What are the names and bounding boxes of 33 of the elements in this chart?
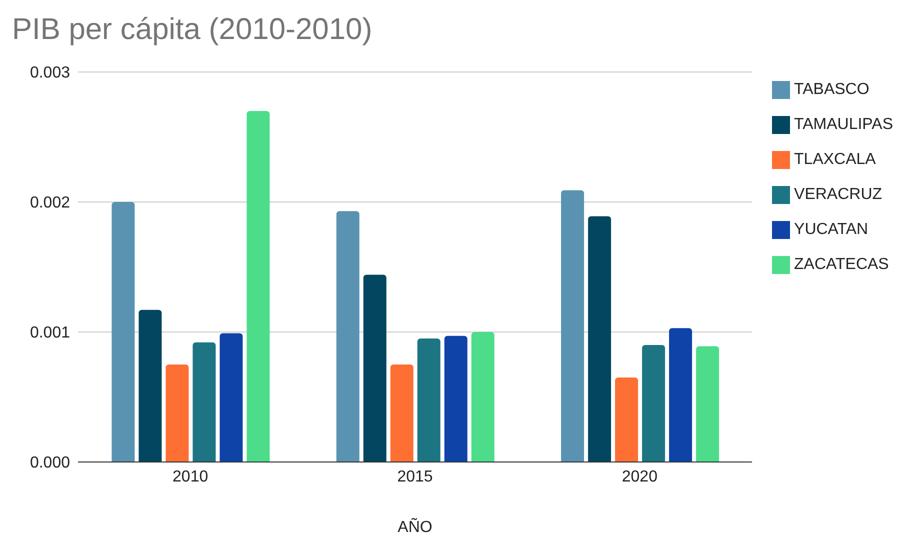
bar (669, 328, 692, 462)
bar (363, 274, 386, 462)
bar (390, 364, 414, 462)
bar (192, 342, 216, 462)
legend-label: ZACATECAS (794, 256, 889, 273)
legend-label: VERACRUZ (794, 186, 882, 203)
x-axis-title: AÑO (398, 517, 432, 536)
bar (112, 202, 135, 462)
x-tick-label: 2015 (397, 468, 433, 486)
y-tick-label: 0.003 (30, 64, 70, 82)
y-tick-label: 0.001 (30, 324, 70, 342)
bar (696, 346, 720, 462)
bar (166, 364, 189, 462)
legend-label: TAMAULIPAS (794, 116, 893, 133)
y-tick-label: 0.000 (30, 454, 70, 472)
bar (336, 211, 360, 462)
y-tick-label: 0.002 (30, 194, 70, 212)
bar (138, 310, 162, 462)
legend-label: TABASCO (794, 81, 870, 98)
legend-label: YUCATAN (794, 221, 868, 238)
bar (588, 216, 612, 462)
bar (561, 190, 584, 462)
bar (615, 378, 638, 462)
bar (444, 336, 468, 462)
x-tick-label: 2010 (172, 468, 208, 486)
bar (642, 345, 666, 462)
bar (471, 332, 494, 462)
bar (246, 111, 270, 462)
bar (417, 338, 440, 462)
x-tick-label: 2020 (622, 468, 658, 486)
bar (220, 333, 243, 462)
legend-label: TLAXCALA (794, 151, 876, 168)
chart-title: PIB per cápita (2010-2010) (11, 12, 374, 48)
